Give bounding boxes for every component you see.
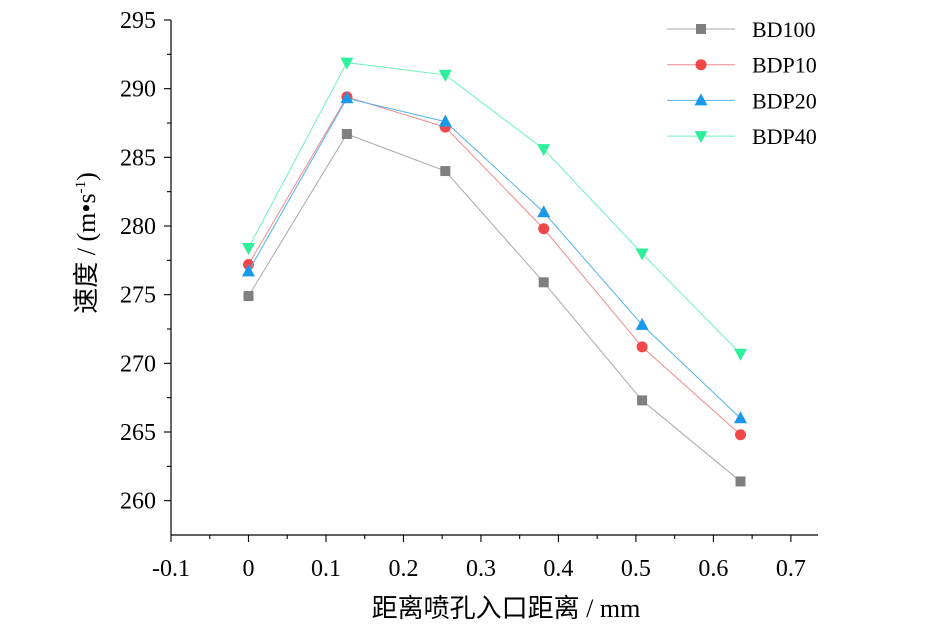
y-tick-label: 260 bbox=[120, 489, 156, 515]
series-bdp20 bbox=[241, 91, 748, 424]
y-tick-label: 285 bbox=[120, 145, 156, 171]
x-tick-label: 0.7 bbox=[776, 556, 806, 582]
legend-entry-bdp40: BDP40 bbox=[667, 124, 817, 149]
data-point-bdp20 bbox=[537, 205, 551, 218]
data-point-bdp10 bbox=[636, 341, 648, 353]
legend-marker-bd100 bbox=[696, 24, 706, 34]
x-tick-label: 0 bbox=[242, 556, 254, 582]
data-point-bd100 bbox=[341, 128, 352, 139]
data-point-bdp20 bbox=[635, 317, 649, 330]
data-point-bdp40 bbox=[537, 144, 551, 157]
x-tick-label: 0.3 bbox=[466, 556, 496, 582]
legend-label-bdp40: BDP40 bbox=[752, 124, 817, 149]
x-axis-ticks: -0.1 0 0.1 0.2 0.3 0.4 0.5 0.6 0.7 bbox=[152, 535, 806, 582]
y-axis-title-suffix: ) bbox=[72, 172, 101, 181]
data-point-bd100 bbox=[735, 476, 746, 487]
y-axis-title-main: 速度 / (m•s bbox=[72, 193, 101, 313]
series-line-bdp20 bbox=[248, 97, 741, 419]
x-axis-title: 距离喷孔入口距离 / mm bbox=[372, 594, 641, 623]
data-point-bdp40 bbox=[340, 57, 354, 70]
y-axis-ticks: 260 265 270 275 280 285 290 295 bbox=[120, 8, 171, 515]
data-point-bd100 bbox=[440, 166, 451, 177]
y-tick-label: 295 bbox=[120, 8, 156, 34]
series-line-bdp40 bbox=[248, 62, 741, 355]
x-tick-label: 0.4 bbox=[543, 556, 573, 582]
data-point-bdp20 bbox=[734, 411, 748, 424]
data-point-bdp20 bbox=[241, 264, 255, 277]
x-tick-label: 0.1 bbox=[311, 556, 341, 582]
legend-entry-bdp10: BDP10 bbox=[667, 53, 817, 78]
y-axis-title-superscript: -1 bbox=[73, 181, 89, 194]
x-tick-label: 0.5 bbox=[621, 556, 651, 582]
y-tick-label: 275 bbox=[120, 283, 156, 309]
legend-entry-bdp20: BDP20 bbox=[667, 88, 817, 113]
legend: BD100 BDP10 BDP20 BDP40 bbox=[667, 17, 817, 149]
legend-entry-bd100: BD100 bbox=[667, 17, 816, 42]
data-point-bdp20 bbox=[438, 114, 452, 127]
y-tick-label: 265 bbox=[120, 420, 156, 446]
data-point-bdp20 bbox=[340, 91, 354, 104]
data-point-bdp10 bbox=[735, 429, 747, 441]
data-point-bdp40 bbox=[635, 248, 649, 261]
series-bdp10 bbox=[242, 91, 747, 441]
data-point-bdp40 bbox=[734, 348, 748, 361]
legend-label-bdp10: BDP10 bbox=[752, 53, 817, 78]
series-bdp40 bbox=[241, 57, 748, 361]
x-tick-label: 0.2 bbox=[388, 556, 418, 582]
data-point-bdp10 bbox=[538, 223, 550, 235]
data-point-bdp40 bbox=[241, 242, 255, 255]
legend-marker-bdp20 bbox=[694, 93, 708, 106]
data-point-bdp40 bbox=[438, 69, 452, 82]
series-line-bdp10 bbox=[248, 96, 741, 436]
series-line-bd100 bbox=[248, 133, 741, 482]
legend-label-bd100: BD100 bbox=[752, 17, 816, 42]
series-bd100 bbox=[243, 128, 746, 487]
x-tick-label: -0.1 bbox=[152, 556, 190, 582]
y-tick-label: 270 bbox=[120, 351, 156, 377]
data-point-bd100 bbox=[243, 291, 254, 302]
data-point-bd100 bbox=[538, 277, 549, 288]
y-tick-label: 290 bbox=[120, 77, 156, 103]
legend-marker-bdp10 bbox=[695, 59, 707, 71]
y-tick-label: 280 bbox=[120, 214, 156, 240]
plot-series bbox=[241, 57, 748, 487]
y-axis-title: 速度 / (m•s-1) bbox=[72, 172, 101, 314]
x-tick-label: 0.6 bbox=[698, 556, 728, 582]
legend-label-bdp20: BDP20 bbox=[752, 88, 817, 113]
data-point-bd100 bbox=[637, 395, 648, 406]
legend-marker-bdp40 bbox=[694, 131, 708, 144]
